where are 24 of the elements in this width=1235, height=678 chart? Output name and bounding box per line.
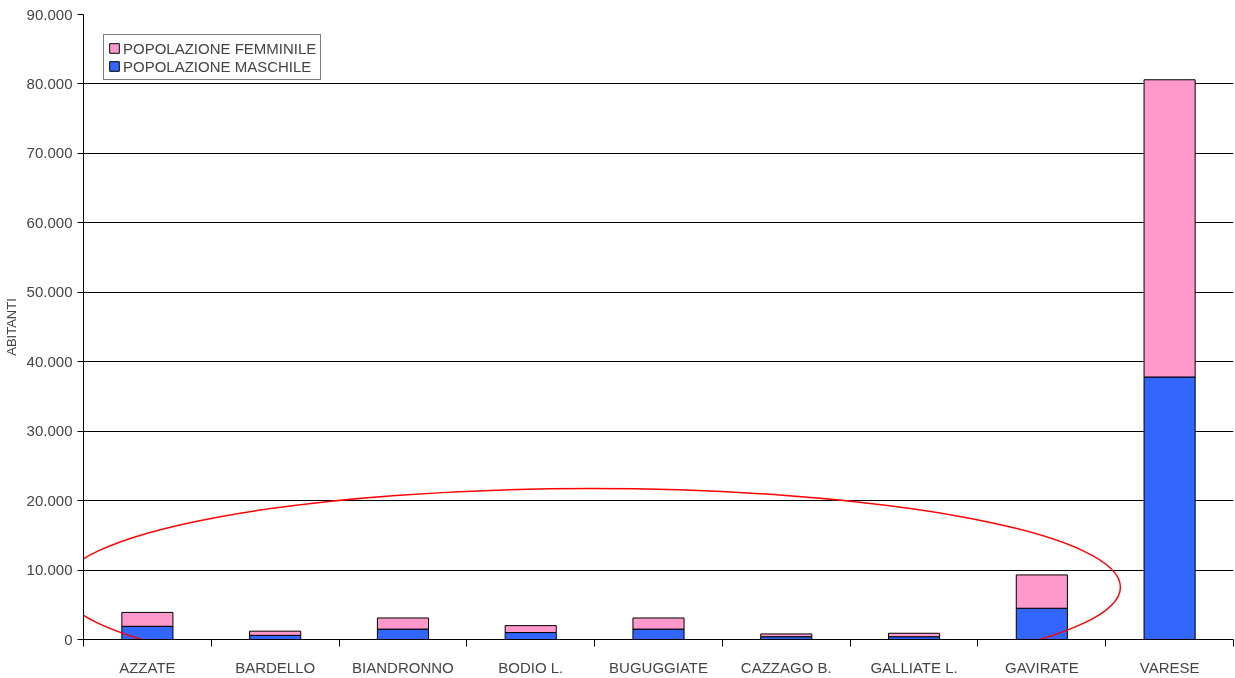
y-tick-label: 0 [64, 630, 73, 648]
y-tick-label: 40.000 [26, 352, 73, 370]
x-tick-label: GALLIATE L. [870, 658, 958, 676]
y-axis-title: ABITANTI [3, 298, 19, 356]
legend-label: POPOLAZIONE MASCHILE [123, 57, 312, 75]
x-tick-label: BARDELLO [235, 658, 316, 676]
y-tick-label: 50.000 [26, 283, 73, 301]
legend-label: POPOLAZIONE FEMMINILE [123, 39, 317, 57]
y-tick-label: 30.000 [26, 422, 73, 440]
x-tick-label: BIANDRONNO [352, 658, 454, 676]
y-tick-label: 90.000 [26, 5, 73, 23]
x-tick-label: BODIO L. [498, 658, 564, 676]
x-tick-label: CAZZAGO B. [740, 658, 832, 676]
x-tick-label: VARESE [1139, 658, 1200, 676]
bar [888, 632, 941, 638]
bar [249, 630, 302, 636]
y-tick-label: 10.000 [26, 561, 73, 579]
y-tick-label: 20.000 [26, 491, 73, 509]
y-tick-label: 60.000 [26, 213, 73, 231]
y-tick-label: 80.000 [26, 74, 73, 92]
x-tick-label: BUGUGGIATE [609, 658, 708, 676]
y-tick-label: 70.000 [26, 144, 73, 162]
x-tick-label: GAVIRATE [1005, 658, 1079, 676]
x-tick-label: AZZATE [119, 658, 176, 676]
